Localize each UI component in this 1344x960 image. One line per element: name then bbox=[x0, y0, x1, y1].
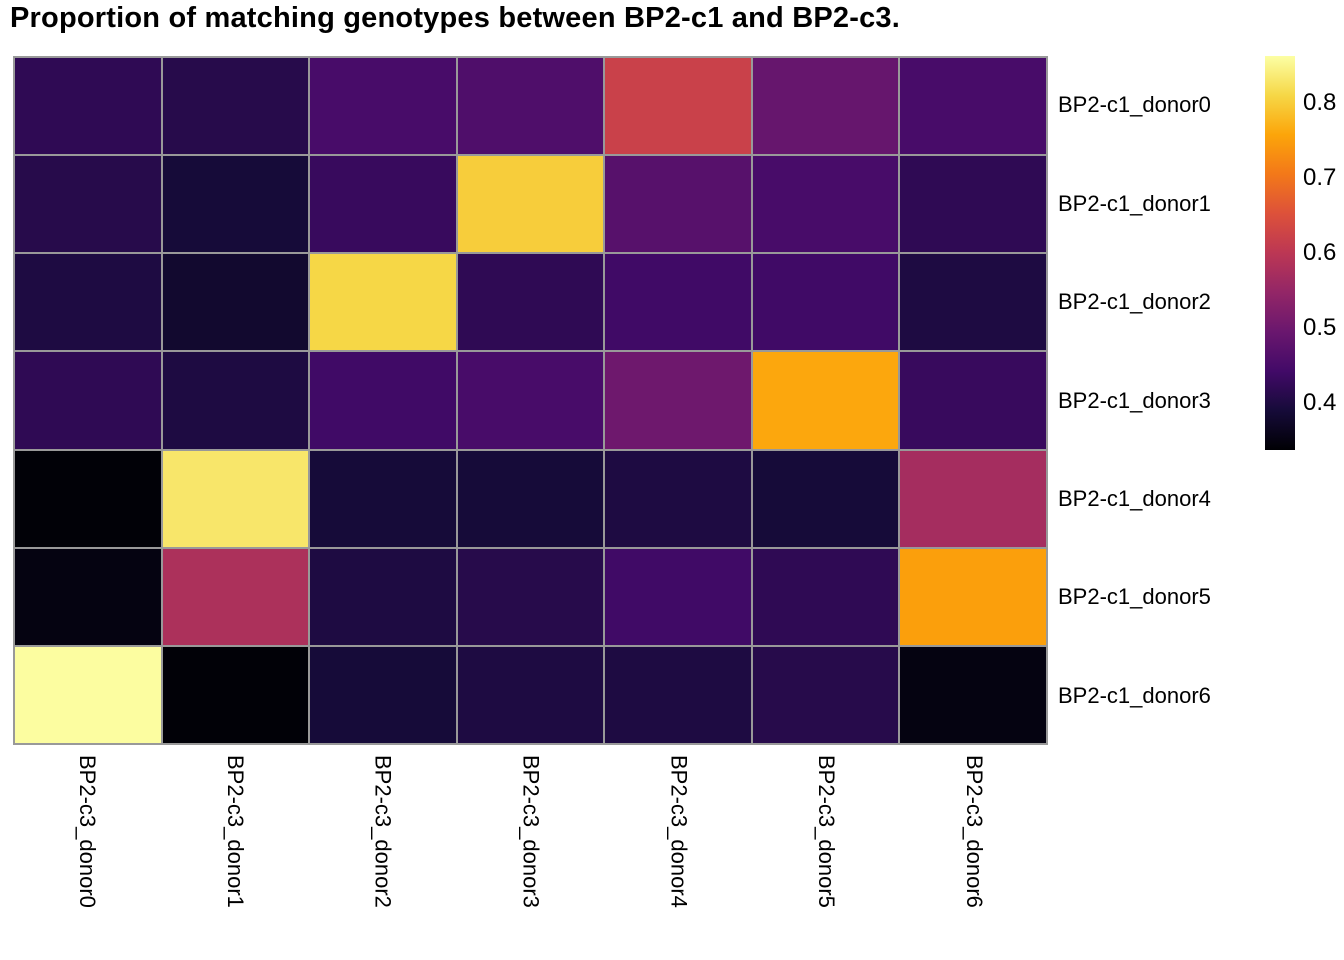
heatmap-cell bbox=[457, 254, 604, 351]
heatmap-cell bbox=[605, 450, 751, 547]
heatmap-cell bbox=[15, 548, 161, 645]
row-label: BP2-c1_donor1 bbox=[1058, 190, 1211, 216]
heatmap-cell bbox=[15, 156, 161, 253]
row-label: BP2-c1_donor0 bbox=[1058, 92, 1211, 118]
heatmap-cell bbox=[162, 254, 309, 351]
colorbar-gradient bbox=[1265, 56, 1295, 450]
heatmap-cell bbox=[900, 352, 1046, 449]
heatmap-cell bbox=[457, 548, 604, 645]
chart-title: Proportion of matching genotypes between… bbox=[10, 2, 900, 34]
heatmap-cell bbox=[310, 548, 456, 645]
row-label: BP2-c1_donor2 bbox=[1058, 289, 1211, 315]
heatmap-cell bbox=[752, 254, 899, 351]
heatmap-cell bbox=[15, 254, 161, 351]
heatmap-cell bbox=[900, 450, 1046, 547]
colorbar-tick: 0.8 bbox=[1303, 88, 1337, 116]
row-label: BP2-c1_donor6 bbox=[1058, 682, 1211, 708]
column-label: BP2-c3_donor5 bbox=[814, 755, 840, 908]
heatmap-cell bbox=[605, 58, 751, 155]
heatmap-cell bbox=[162, 450, 309, 547]
column-label: BP2-c3_donor4 bbox=[666, 755, 692, 908]
heatmap-cell bbox=[310, 450, 456, 547]
colorbar-tick: 0.7 bbox=[1303, 163, 1337, 191]
colorbar-tick: 0.4 bbox=[1303, 389, 1337, 417]
heatmap-cell bbox=[162, 646, 309, 743]
heatmap-cell bbox=[605, 548, 751, 645]
row-label: BP2-c1_donor5 bbox=[1058, 584, 1211, 610]
heatmap-cell bbox=[457, 58, 604, 155]
heatmap-cell bbox=[15, 450, 161, 547]
heatmap-cell bbox=[310, 254, 456, 351]
heatmap-cell bbox=[15, 352, 161, 449]
colorbar-tick: 0.6 bbox=[1303, 239, 1337, 266]
heatmap-cell bbox=[310, 58, 456, 155]
heatmap-cell bbox=[752, 58, 899, 155]
heatmap-cell bbox=[752, 156, 899, 253]
heatmap-grid bbox=[13, 56, 1048, 745]
heatmap-cell bbox=[752, 352, 899, 449]
heatmap-cell bbox=[605, 646, 751, 743]
column-label: BP2-c3_donor0 bbox=[74, 755, 100, 908]
colorbar-tick: 0.5 bbox=[1303, 314, 1337, 342]
heatmap-cell bbox=[752, 548, 899, 645]
heatmap-cell bbox=[162, 58, 309, 155]
column-label: BP2-c3_donor2 bbox=[370, 755, 396, 908]
heatmap-cell bbox=[457, 156, 604, 253]
heatmap-cell bbox=[162, 156, 309, 253]
heatmap-cell bbox=[605, 156, 751, 253]
heatmap-cell bbox=[605, 352, 751, 449]
heatmap-cell bbox=[457, 352, 604, 449]
heatmap-cell bbox=[310, 646, 456, 743]
heatmap-cell bbox=[310, 156, 456, 253]
heatmap-cell bbox=[605, 254, 751, 351]
heatmap-cell bbox=[457, 646, 604, 743]
heatmap-cell bbox=[900, 254, 1046, 351]
heatmap-cell bbox=[162, 352, 309, 449]
heatmap-cell bbox=[900, 156, 1046, 253]
heatmap-cell bbox=[900, 58, 1046, 155]
heatmap-cell bbox=[752, 450, 899, 547]
heatmap-cell bbox=[457, 450, 604, 547]
heatmap-cell bbox=[162, 548, 309, 645]
heatmap-cell bbox=[15, 58, 161, 155]
heatmap-cell bbox=[310, 352, 456, 449]
heatmap-cell bbox=[900, 548, 1046, 645]
column-label: BP2-c3_donor3 bbox=[518, 755, 544, 908]
column-label: BP2-c3_donor6 bbox=[962, 755, 988, 908]
column-label: BP2-c3_donor1 bbox=[222, 755, 248, 908]
heatmap-cell bbox=[900, 646, 1046, 743]
row-label: BP2-c1_donor4 bbox=[1058, 485, 1211, 511]
heatmap-cell bbox=[752, 646, 899, 743]
heatmap-cell bbox=[15, 646, 161, 743]
row-label: BP2-c1_donor3 bbox=[1058, 387, 1211, 413]
